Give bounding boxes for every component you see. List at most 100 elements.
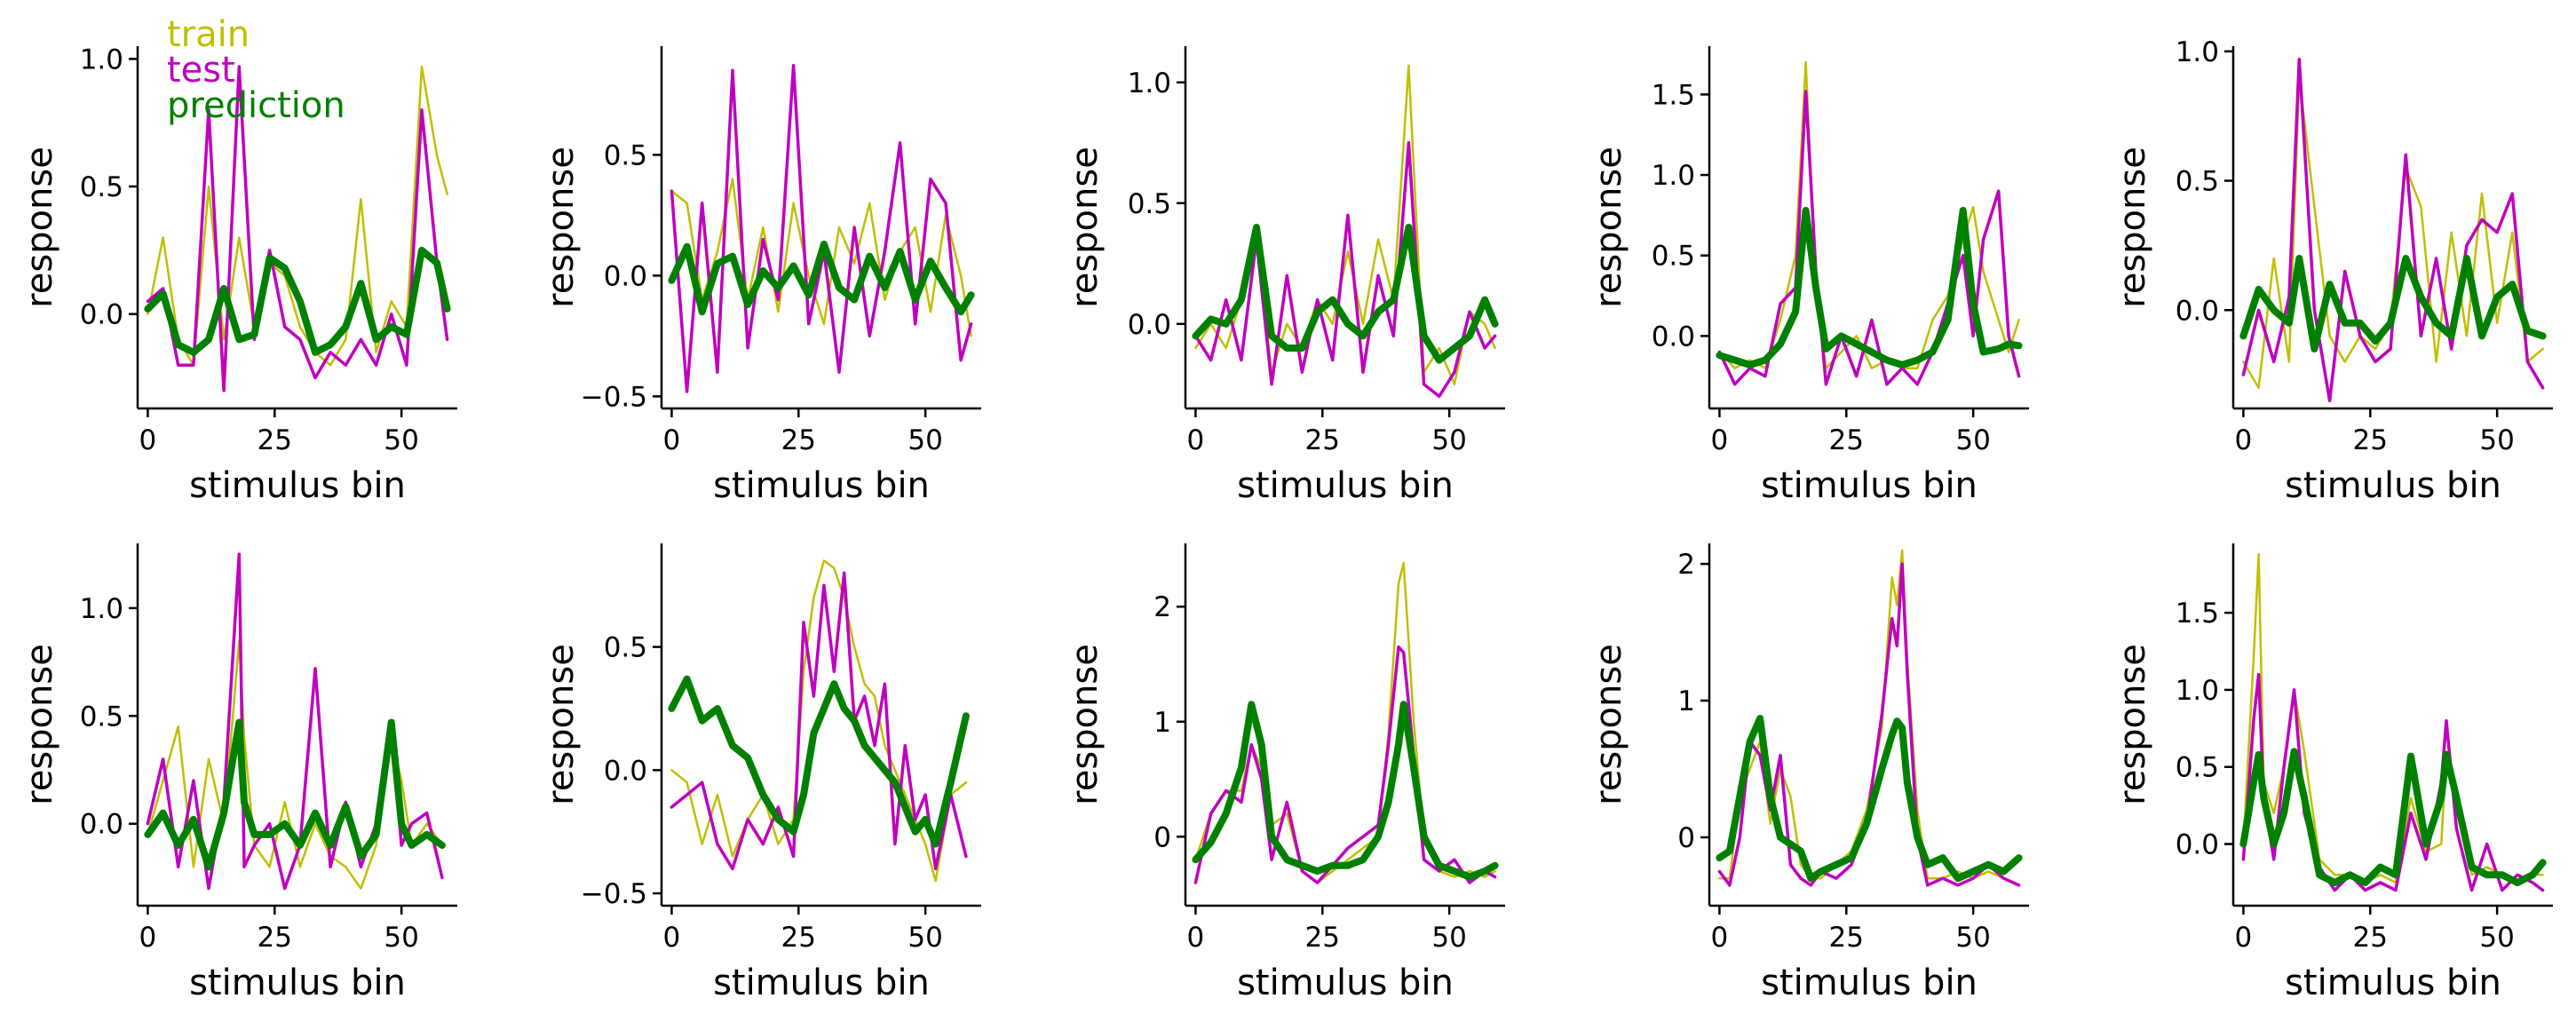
y-tick-label: 0.5 (80, 701, 123, 733)
y-tick-label: −0.5 (581, 878, 647, 910)
y-tick-label: 1.0 (80, 593, 123, 625)
series-test (670, 64, 973, 393)
x-tick-label: 0 (663, 424, 681, 456)
panel-1: 0.0 0.5 1.0 0 25 50 stimulus bin response (20, 44, 457, 506)
y-tick-label: 0.0 (1652, 321, 1695, 353)
x-tick-label: 50 (908, 424, 942, 456)
x-tick-label: 50 (384, 424, 418, 456)
x-tick-label: 25 (1305, 922, 1340, 954)
series-test (2241, 672, 2545, 892)
x-tick-label: 0 (1711, 922, 1729, 954)
y-tick-label: 2 (1153, 591, 1171, 623)
series-test (146, 65, 449, 392)
series-prediction (668, 241, 975, 316)
y-tick-label: 0.0 (604, 260, 647, 292)
x-axis-label: stimulus bin (1761, 963, 1978, 1003)
legend-train: train (167, 14, 250, 55)
y-axis-label: response (541, 644, 582, 805)
x-tick-label: 25 (258, 424, 292, 456)
x-axis-label: stimulus bin (1237, 963, 1454, 1003)
y-axis-label: response (541, 147, 582, 308)
y-tick-label: 0.5 (604, 632, 647, 664)
panel-7: −0.5 0.0 0.5 0 25 50 stimulus bin response (541, 543, 981, 1003)
y-tick-label: 0.5 (2176, 166, 2219, 198)
panel-9: 0 1 2 0 25 50 stimulus bin response (1589, 543, 2029, 1003)
y-tick-label: 0.0 (1128, 309, 1171, 341)
x-tick-label: 0 (1711, 424, 1729, 456)
y-axis-label: response (2112, 644, 2153, 805)
y-axis-label: response (20, 644, 60, 805)
y-tick-label: 0.5 (604, 139, 647, 171)
y-axis-label: response (20, 147, 60, 308)
panel-4: 0.0 0.5 1.0 1.5 0 25 50 stimulus bin response (1589, 46, 2029, 506)
series-prediction (668, 675, 970, 848)
panel-10: 0.0 0.5 1.0 1.5 0 25 50 stimulus bin response (2112, 543, 2553, 1003)
y-tick-label: −0.5 (581, 381, 647, 413)
x-axis-label: stimulus bin (713, 963, 930, 1003)
y-tick-label: 1.0 (80, 44, 123, 75)
x-axis-label: stimulus bin (189, 465, 406, 506)
y-tick-label: 0.0 (604, 755, 647, 787)
x-tick-label: 50 (908, 922, 942, 954)
y-tick-label: 0.5 (80, 171, 123, 203)
y-tick-label: 1 (1153, 707, 1171, 739)
legend-test: test (167, 50, 235, 91)
y-tick-label: 0.5 (1652, 241, 1695, 273)
x-tick-label: 25 (781, 922, 816, 954)
y-axis-label: response (1589, 644, 1629, 805)
y-tick-label: 0.0 (2176, 829, 2219, 861)
y-tick-label: 1.0 (2176, 675, 2219, 707)
y-tick-label: 1 (1677, 685, 1695, 717)
panel-8: 0 1 2 0 25 50 stimulus bin response (1065, 543, 1505, 1003)
y-tick-label: 0.0 (2176, 295, 2219, 327)
y-tick-label: 0 (1153, 821, 1171, 853)
y-tick-label: 1.5 (1652, 79, 1695, 111)
series-test (1193, 141, 1497, 399)
y-tick-label: 0.0 (80, 299, 123, 331)
x-tick-label: 25 (2353, 922, 2388, 954)
x-tick-label: 0 (1187, 922, 1205, 954)
series-train (2242, 552, 2544, 884)
series-test (2241, 57, 2545, 403)
y-axis-label: response (1065, 644, 1106, 805)
x-axis-label: stimulus bin (713, 465, 930, 506)
x-tick-label: 25 (1829, 922, 1864, 954)
series-prediction (1192, 224, 1499, 364)
series-train (1718, 549, 2020, 887)
panel-3: 0.0 0.5 1.0 0 25 50 stimulus bin response (1065, 46, 1505, 506)
series-train (1194, 561, 1496, 884)
x-tick-label: 0 (663, 922, 681, 954)
x-tick-label: 0 (2235, 922, 2253, 954)
panel-2: −0.5 0.0 0.5 0 25 50 stimulus bin response (541, 46, 981, 506)
x-tick-label: 0 (1187, 424, 1205, 456)
x-tick-label: 50 (2479, 424, 2514, 456)
x-axis-label: stimulus bin (189, 963, 406, 1003)
x-tick-label: 25 (1305, 424, 1340, 456)
y-axis-label: response (1065, 147, 1106, 308)
x-tick-label: 50 (384, 922, 418, 954)
x-tick-label: 50 (1431, 922, 1466, 954)
legend: train test prediction (167, 14, 345, 126)
y-tick-label: 0.0 (80, 809, 123, 841)
series-test (670, 571, 968, 871)
x-axis-label: stimulus bin (1761, 465, 1978, 506)
x-axis-label: stimulus bin (1237, 465, 1454, 506)
series-test (1717, 90, 2021, 386)
y-axis-label: response (1589, 147, 1629, 308)
series-prediction (1192, 701, 1499, 881)
x-axis-label: stimulus bin (2285, 963, 2501, 1003)
panel-5: 0.0 0.5 1.0 0 25 50 stimulus bin response (2112, 36, 2553, 506)
series-prediction (1716, 207, 2023, 368)
x-tick-label: 50 (1955, 922, 1990, 954)
x-tick-label: 0 (139, 922, 157, 954)
y-tick-label: 1.5 (2176, 598, 2219, 630)
y-tick-label: 0.5 (1128, 188, 1171, 220)
series-prediction (144, 718, 446, 871)
x-tick-label: 25 (781, 424, 816, 456)
x-tick-label: 0 (2235, 424, 2253, 456)
x-axis-label: stimulus bin (2285, 465, 2501, 506)
x-tick-label: 50 (1955, 424, 1990, 456)
plots: 0.0 0.5 1.0 0 25 50 stimulus bin response −0.5 0.… (20, 36, 2553, 1003)
x-tick-label: 25 (2353, 424, 2388, 456)
x-tick-label: 50 (1431, 424, 1466, 456)
